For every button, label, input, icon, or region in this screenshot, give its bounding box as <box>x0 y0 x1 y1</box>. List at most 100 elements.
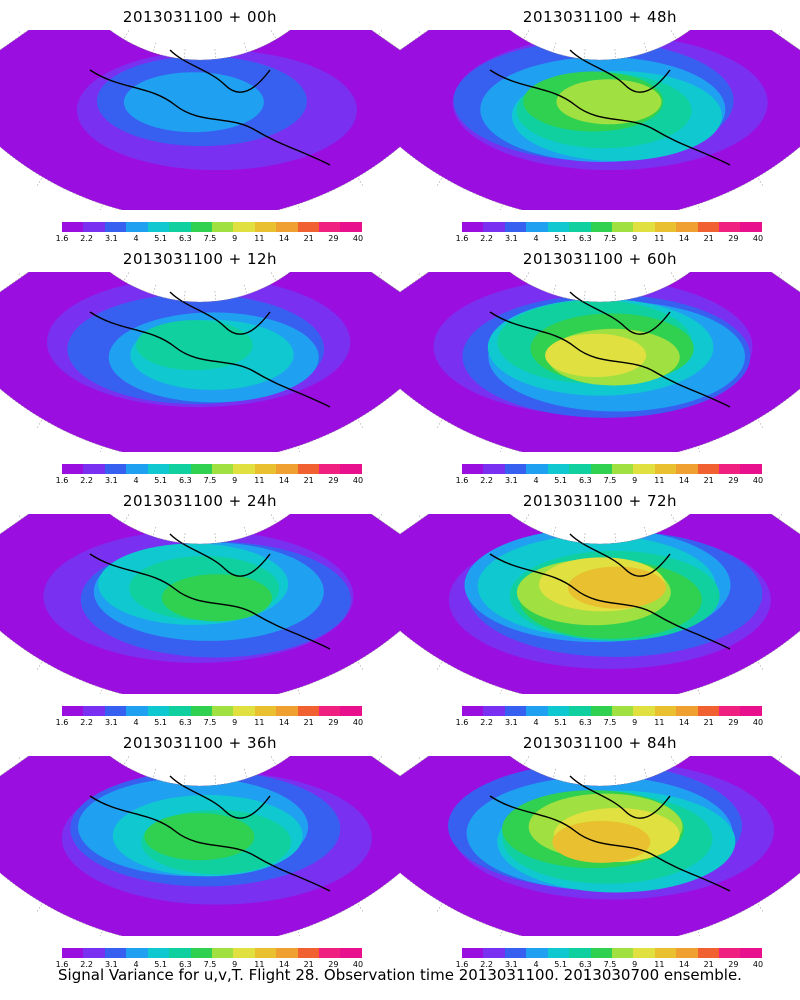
colorbar-tick-label: 11 <box>254 718 265 727</box>
colorbar-tick-label: 40 <box>352 234 364 243</box>
colorbar-swatch <box>654 948 677 958</box>
colorbar-swatch <box>676 464 698 474</box>
colorbar-swatch <box>83 464 105 474</box>
colorbar-swatch <box>62 464 84 474</box>
colorbar-swatch <box>62 706 84 716</box>
map-boundary <box>0 272 400 452</box>
colorbar <box>462 464 762 474</box>
colorbar-tick-label: 2.2 <box>480 234 494 243</box>
map-plot <box>400 756 800 936</box>
map-boundary <box>0 514 400 694</box>
colorbar-swatch <box>547 948 570 958</box>
colorbar-swatch <box>233 464 255 474</box>
colorbar-swatch <box>126 948 148 958</box>
colorbar-swatch <box>483 706 505 716</box>
colorbar-tick-label: 14 <box>678 234 690 243</box>
colorbar-tick-label: 4 <box>533 476 539 485</box>
colorbar-swatch <box>654 706 677 716</box>
colorbar-swatch <box>483 948 505 958</box>
colorbar-swatch <box>697 464 720 474</box>
colorbar-swatch <box>319 948 341 958</box>
colorbar-swatch <box>590 222 612 232</box>
colorbar-tick-label: 5.1 <box>154 718 168 727</box>
colorbar-swatch <box>504 464 527 474</box>
colorbar-swatch <box>126 706 148 716</box>
colorbar-swatch <box>126 464 148 474</box>
colorbar-swatch <box>190 464 212 474</box>
colorbar-swatch <box>697 222 720 232</box>
panel-title: 2013031100 + 00h <box>122 8 278 26</box>
colorbar-tick-label: 6.3 <box>578 718 592 727</box>
colorbar-swatch <box>462 222 484 232</box>
colorbar-swatch <box>654 222 677 232</box>
colorbar-tick-label: 3.1 <box>104 234 118 243</box>
map-boundary <box>400 30 800 210</box>
colorbar-tick-label: 6.3 <box>178 960 192 969</box>
coastline <box>89 291 331 408</box>
map-panel-72h: 2013031100 + 72h 1.6 2.2 3.1 4 5.1 6.3 7.5 9 11 1… <box>400 484 800 727</box>
colorbar-swatch <box>590 464 612 474</box>
colorbar-tick-label: 21 <box>703 960 714 969</box>
colorbar-swatch <box>719 222 741 232</box>
colorbar-swatch <box>319 464 341 474</box>
colorbar-tick-label: 7.5 <box>603 718 617 727</box>
colorbar-swatch <box>319 222 341 232</box>
colorbar-tick-label: 11 <box>254 234 265 243</box>
colorbar-tick-label: 2.2 <box>80 234 94 243</box>
colorbar-swatch <box>697 706 720 716</box>
colorbar-tick-label: 6.3 <box>578 476 592 485</box>
map-boundary <box>400 514 800 694</box>
colorbar-tick-label: 21 <box>303 476 314 485</box>
colorbar-tick-label: 1.6 <box>455 718 469 727</box>
coastline <box>489 291 731 408</box>
colorbar-swatch <box>169 222 191 232</box>
colorbar-tick-label: 40 <box>352 960 364 969</box>
colorbar-tick-label: 7.5 <box>203 234 217 243</box>
colorbar-swatch <box>547 222 570 232</box>
colorbar-swatch <box>740 222 762 232</box>
colorbar <box>62 222 362 232</box>
colorbar-tick-label: 5.1 <box>154 476 168 485</box>
variance-field <box>0 30 400 210</box>
colorbar-swatch <box>62 948 84 958</box>
map-plot <box>0 272 400 452</box>
map-plot <box>0 514 400 694</box>
colorbar-tick-label: 7.5 <box>603 476 617 485</box>
colorbar <box>462 948 762 958</box>
colorbar-swatch <box>233 706 255 716</box>
colorbar-swatch <box>611 222 634 232</box>
colorbar-swatch <box>590 706 612 716</box>
colorbar-tick-label: 21 <box>303 960 314 969</box>
colorbar-swatch <box>633 706 655 716</box>
coastline <box>89 533 331 650</box>
coastline <box>489 533 731 650</box>
colorbar-swatch <box>569 948 591 958</box>
panel-title: 2013031100 + 36h <box>122 734 278 752</box>
colorbar-tick-label: 14 <box>278 476 290 485</box>
colorbar-tick-label: 7.5 <box>203 476 217 485</box>
colorbar-swatch <box>233 222 255 232</box>
coastline <box>489 49 731 166</box>
colorbar-tick-label: 9 <box>632 718 638 727</box>
colorbar-tick-label: 14 <box>678 718 690 727</box>
colorbar-ticks: 1.6 2.2 3.1 4 5.1 6.3 7.5 9 11 14 21 29 40 <box>50 234 370 246</box>
colorbar-tick-label: 2.2 <box>480 476 494 485</box>
colorbar-tick-label: 14 <box>278 960 290 969</box>
colorbar-swatch <box>340 464 362 474</box>
map-plot <box>400 30 800 210</box>
colorbar-swatch <box>719 706 741 716</box>
colorbar-tick-label: 5.1 <box>154 960 168 969</box>
colorbar-tick-label: 9 <box>632 960 638 969</box>
colorbar-swatch <box>169 706 191 716</box>
colorbar-swatch <box>211 222 234 232</box>
colorbar-swatch <box>676 222 698 232</box>
colorbar-swatch <box>462 464 484 474</box>
colorbar-swatch <box>547 706 570 716</box>
colorbar-tick-label: 3.1 <box>104 476 118 485</box>
variance-field <box>400 30 800 210</box>
colorbar-tick-label: 3.1 <box>104 960 118 969</box>
colorbar-swatch <box>147 222 170 232</box>
colorbar-swatch <box>569 464 591 474</box>
colorbar-swatch <box>547 464 570 474</box>
colorbar-swatch <box>297 222 320 232</box>
